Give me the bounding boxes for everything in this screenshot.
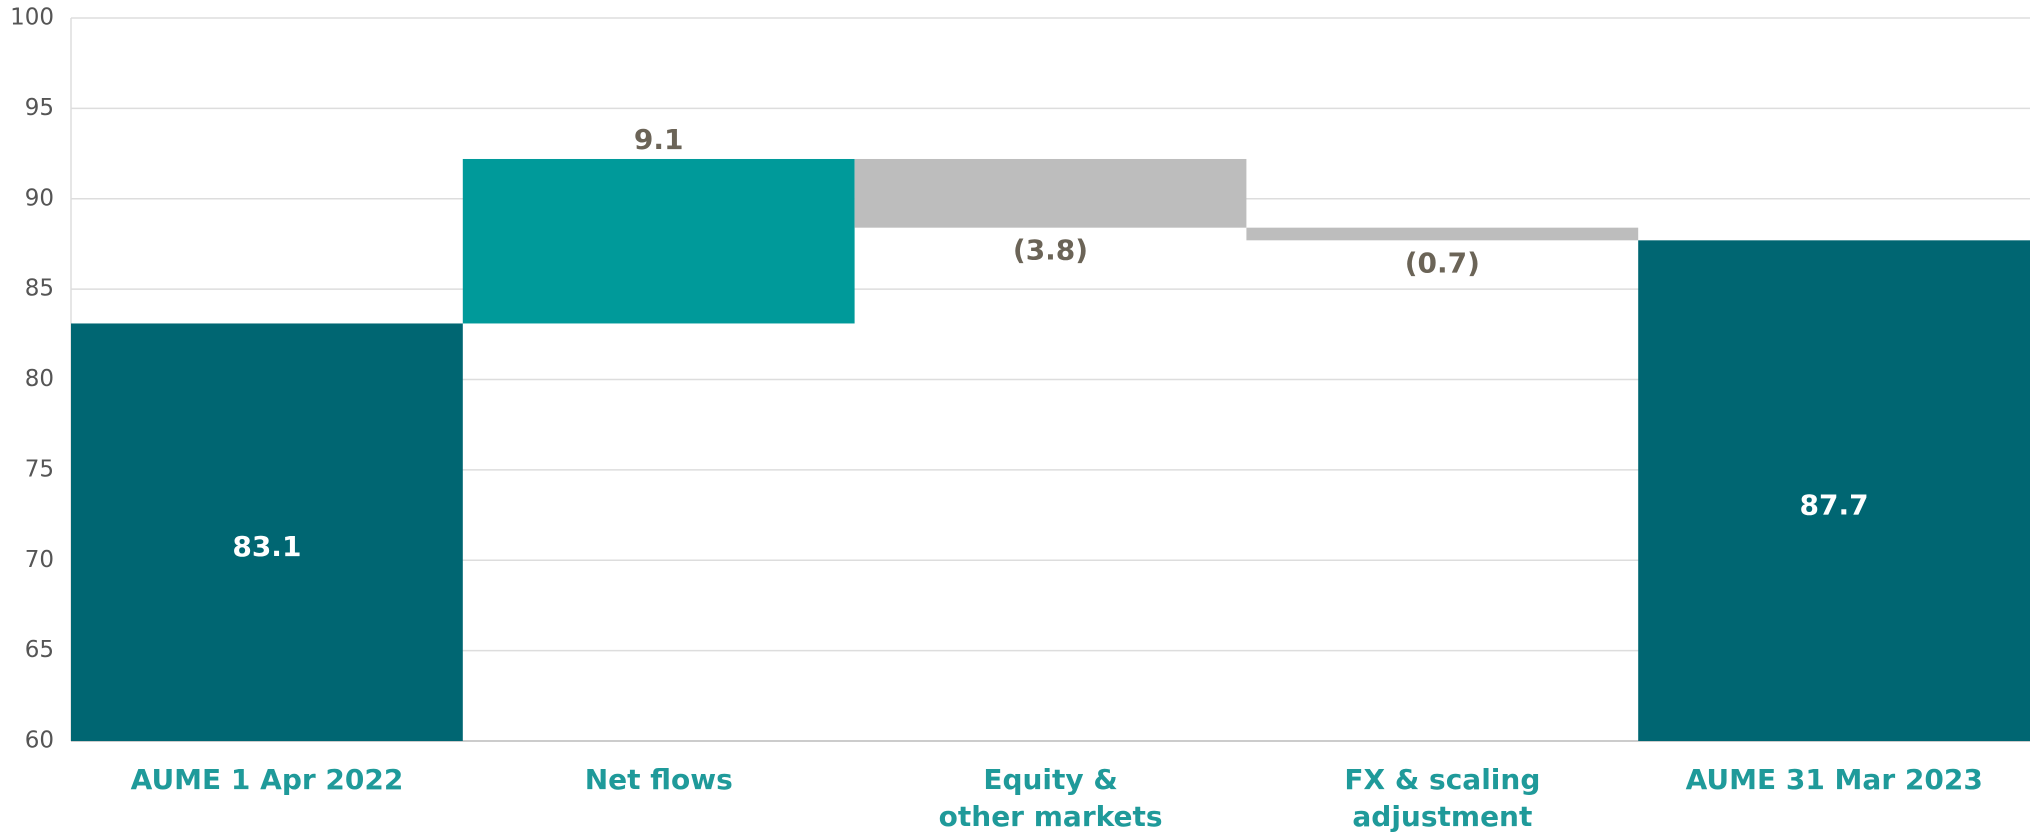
y-tick-label: 85 — [25, 276, 54, 302]
bar — [462, 158, 855, 324]
y-tick-label: 75 — [25, 456, 54, 482]
y-tick-label: 90 — [25, 185, 54, 211]
bar — [1246, 227, 1639, 241]
x-tick-label: AUME 1 Apr 2022 — [130, 763, 404, 796]
x-tick-label: FX & scaling adjustment — [1344, 763, 1541, 833]
x-tick-label: Equity & other markets — [938, 763, 1163, 833]
value-label: 87.7 — [1800, 489, 1869, 522]
y-tick-label: 65 — [25, 637, 54, 663]
y-tick-label: 80 — [25, 366, 54, 392]
value-label: (3.8) — [1013, 234, 1088, 267]
value-label: 9.1 — [634, 123, 684, 156]
y-tick-label: 60 — [25, 728, 54, 754]
x-tick-label: Net flows — [584, 763, 733, 796]
bar — [71, 323, 463, 741]
value-label: 83.1 — [232, 530, 301, 563]
bar — [854, 158, 1247, 228]
x-tick-label: AUME 31 Mar 2023 — [1685, 763, 1983, 796]
y-tick-label: 100 — [10, 5, 54, 31]
value-label: (0.7) — [1405, 246, 1480, 279]
y-tick-label: 70 — [25, 547, 54, 573]
bar — [1638, 240, 2030, 741]
y-tick-label: 95 — [25, 95, 54, 121]
